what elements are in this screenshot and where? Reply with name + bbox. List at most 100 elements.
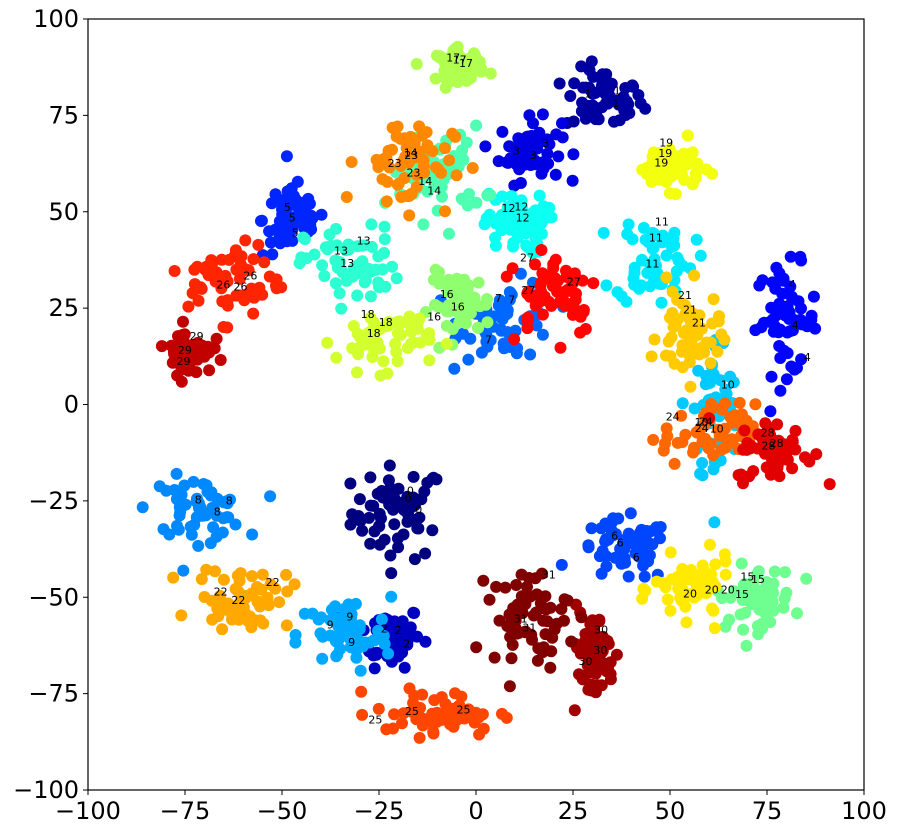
- point-class-13: [365, 218, 378, 231]
- point-class-5: [269, 223, 282, 236]
- point-label-4: 4: [789, 278, 796, 291]
- point-label-16: 16: [451, 300, 465, 313]
- point-class-11: [597, 226, 610, 239]
- point-label-25: 25: [405, 705, 419, 718]
- point-label-20: 20: [683, 588, 697, 601]
- point-class-31: [521, 580, 533, 593]
- point-class-6: [652, 523, 665, 536]
- point-class-6: [593, 550, 606, 563]
- point-class-15: [745, 598, 758, 611]
- point-class-29: [196, 339, 209, 352]
- point-class-11: [600, 279, 613, 292]
- point-class-7: [536, 328, 549, 341]
- point-class-21: [666, 285, 679, 298]
- point-class-8: [171, 519, 183, 532]
- point-class-0: [352, 510, 365, 522]
- point-class-31: [511, 598, 524, 611]
- point-class-7: [510, 347, 523, 360]
- point-class-17: [465, 56, 478, 69]
- point-class-29: [177, 360, 190, 373]
- point-label-16: 16: [427, 310, 441, 323]
- y-tick-label: −100: [13, 776, 79, 804]
- point-class-26: [234, 258, 247, 271]
- point-class-18: [414, 336, 427, 349]
- point-class-12: [513, 213, 526, 226]
- point-class-18: [374, 369, 387, 382]
- point-class-3: [541, 147, 554, 160]
- point-label-6: 6: [617, 536, 624, 549]
- point-class-27: [554, 341, 567, 354]
- point-class-29: [168, 343, 181, 356]
- point-class-27: [506, 262, 519, 275]
- point-class-30: [593, 613, 606, 626]
- point-class-7: [448, 362, 461, 375]
- point-class-24: [749, 398, 762, 411]
- point-class-19: [654, 147, 667, 160]
- point-class-4: [755, 321, 768, 334]
- point-class-0: [427, 471, 440, 484]
- point-class-22: [219, 603, 231, 616]
- point-label-2: 2: [395, 624, 402, 637]
- point-class-26: [270, 282, 283, 295]
- point-class-25: [473, 728, 486, 741]
- point-class-22: [269, 582, 282, 595]
- point-class-27: [561, 299, 574, 312]
- point-class-7: [530, 319, 543, 332]
- point-class-10: [720, 387, 733, 400]
- point-class-4: [809, 322, 822, 335]
- point-class-3: [496, 125, 509, 138]
- point-class-21: [686, 307, 699, 320]
- point-class-13: [308, 248, 321, 261]
- point-class-31: [510, 627, 523, 640]
- point-class-10: [676, 397, 689, 410]
- point-label-8: 8: [195, 494, 202, 507]
- point-class-23: [413, 120, 426, 133]
- point-class-18: [330, 351, 343, 364]
- point-class-5: [273, 233, 285, 245]
- point-class-5: [255, 215, 267, 227]
- point-class-13: [293, 257, 306, 270]
- point-class-11: [611, 286, 624, 299]
- y-tick-label: 75: [48, 101, 79, 129]
- point-class-30: [600, 637, 613, 649]
- point-class-31: [483, 593, 496, 606]
- point-label-29: 29: [177, 355, 191, 368]
- point-class-18: [391, 355, 404, 368]
- point-class-6: [555, 558, 568, 571]
- point-class-23: [438, 142, 451, 155]
- point-class-3: [550, 128, 563, 141]
- point-class-27: [576, 274, 589, 287]
- point-class-26: [216, 295, 229, 308]
- point-class-8: [191, 492, 203, 505]
- point-class-25: [356, 708, 369, 721]
- point-class-30: [591, 652, 604, 665]
- point-class-2: [419, 635, 432, 648]
- point-class-17: [410, 58, 423, 70]
- point-class-22: [200, 563, 213, 576]
- point-label-31: 31: [522, 622, 536, 635]
- point-class-9: [325, 603, 338, 616]
- point-class-8: [185, 528, 198, 541]
- point-class-9: [349, 597, 362, 610]
- point-class-24: [715, 403, 728, 416]
- point-class-19: [656, 165, 669, 178]
- point-class-3: [556, 117, 568, 130]
- point-class-23: [397, 155, 409, 168]
- y-tick-label: −25: [28, 487, 79, 515]
- y-tick-label: 50: [48, 198, 79, 226]
- point-class-1: [626, 79, 639, 92]
- point-class-26: [252, 286, 265, 299]
- point-label-9: 9: [327, 618, 334, 631]
- point-class-5: [276, 208, 289, 221]
- point-class-9: [356, 640, 369, 653]
- point-class-24: [694, 422, 707, 435]
- point-label-4: 4: [804, 351, 811, 364]
- point-class-15: [751, 567, 764, 580]
- point-class-30: [577, 673, 590, 686]
- point-label-12: 12: [514, 200, 528, 213]
- point-class-31: [503, 608, 516, 621]
- point-class-21: [668, 357, 681, 370]
- point-class-13: [336, 266, 349, 279]
- point-class-6: [622, 570, 635, 583]
- point-class-8: [153, 480, 166, 493]
